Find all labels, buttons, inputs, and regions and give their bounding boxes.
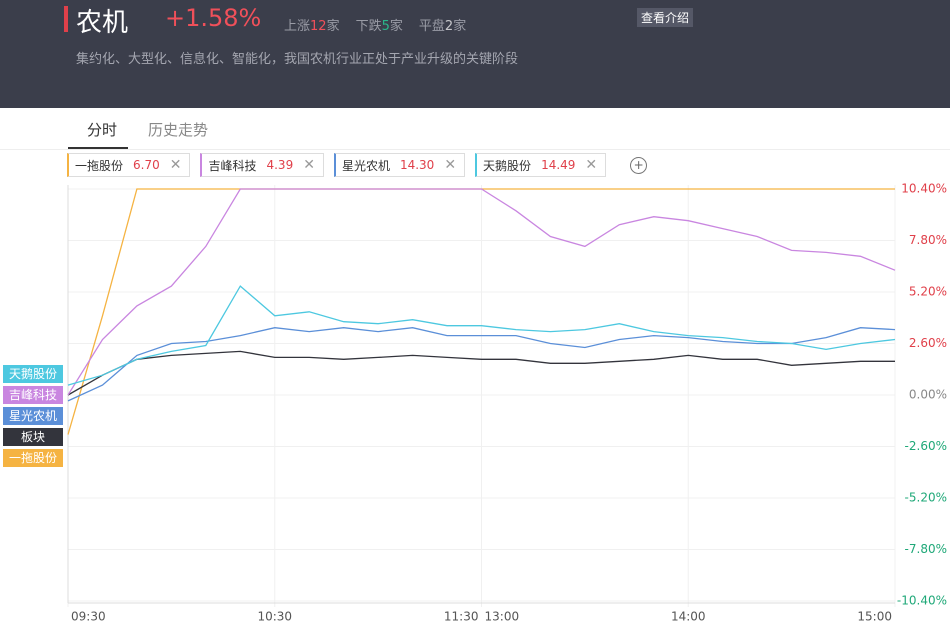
x-tick-label: 11:30 bbox=[444, 610, 479, 624]
stock-price: 6.70 bbox=[133, 158, 160, 172]
y-tick-label: 5.20% bbox=[909, 285, 947, 299]
x-tick-label: 14:00 bbox=[671, 610, 706, 624]
y-tick-label: -7.80% bbox=[905, 542, 947, 556]
add-button[interactable]: + bbox=[630, 156, 648, 174]
stock-chips: 一拖股份 6.70 ✕ 吉峰科技 4.39 ✕ 星光农机 14.30 ✕ 天鹅股份 14.49 ✕ + bbox=[67, 153, 648, 177]
stat-unit: 家 bbox=[453, 19, 467, 34]
stock-price: 4.39 bbox=[266, 158, 294, 172]
close-icon[interactable]: ✕ bbox=[444, 157, 457, 173]
title: 农机 bbox=[76, 8, 129, 38]
stock-price: 14.30 bbox=[399, 158, 435, 172]
stock-name: 星光农机 bbox=[341, 158, 390, 173]
series-line bbox=[67, 327, 896, 402]
y-tick-label: -5.20% bbox=[905, 491, 947, 505]
stat: 下跌5家 bbox=[356, 15, 403, 34]
stock-name: 天鹅股份 bbox=[483, 158, 532, 173]
stock-chip[interactable]: 星光农机 14.30 ✕ bbox=[333, 153, 466, 177]
close-icon[interactable]: ✕ bbox=[585, 157, 598, 173]
stock-price: 14.49 bbox=[541, 158, 576, 172]
stat-unit: 家 bbox=[326, 19, 340, 34]
stat: 上涨12家 bbox=[284, 15, 340, 34]
stat-label: 平盘 bbox=[418, 19, 445, 34]
stat-label: 下跌 bbox=[355, 19, 382, 34]
x-tick-label: 15:00 bbox=[857, 610, 892, 624]
legend-item: 吉峰科技 bbox=[3, 386, 63, 404]
stat-label: 上涨 bbox=[284, 19, 311, 34]
y-tick-label: -2.60% bbox=[905, 439, 947, 453]
series-line bbox=[67, 188, 896, 396]
legend-item: 天鹅股份 bbox=[3, 365, 63, 383]
tab-underline bbox=[68, 147, 128, 149]
stat-count: 5 bbox=[381, 19, 390, 34]
stock-chip[interactable]: 一拖股份 6.70 ✕ bbox=[67, 153, 191, 177]
series-line bbox=[67, 285, 896, 386]
close-icon[interactable]: ✕ bbox=[169, 157, 182, 173]
x-tick-label: 13:00 bbox=[485, 610, 520, 624]
stat-count: 2 bbox=[444, 19, 454, 34]
y-tick-label: -10.40% bbox=[897, 594, 947, 608]
y-tick-label: 7.80% bbox=[909, 233, 947, 247]
header: 农机 +1.58% 上涨12家 下跌5家 平盘2家 查看介绍 集约化、大型化、信息化… bbox=[0, 0, 950, 108]
legend-item: 一拖股份 bbox=[3, 449, 63, 467]
tab[interactable]: 历史走势 bbox=[148, 121, 209, 139]
stat-unit: 家 bbox=[389, 19, 403, 34]
stat: 平盘2家 bbox=[419, 15, 466, 34]
stat-count: 12 bbox=[310, 19, 327, 34]
separator bbox=[0, 149, 950, 150]
close-icon[interactable]: ✕ bbox=[303, 157, 315, 173]
stock-chip[interactable]: 吉峰科技 4.39 ✕ bbox=[200, 153, 324, 177]
series-line bbox=[67, 350, 895, 396]
stock-name: 吉峰科技 bbox=[208, 158, 257, 173]
tab[interactable]: 分时 bbox=[87, 121, 118, 139]
y-tick-label: 2.60% bbox=[909, 336, 947, 350]
stock-chip[interactable]: 天鹅股份 14.49 ✕ bbox=[475, 153, 607, 177]
accent-bar bbox=[64, 6, 68, 32]
intro-button[interactable]: 查看介绍 bbox=[637, 8, 694, 27]
legend-item: 星光农机 bbox=[3, 407, 63, 425]
x-tick-label: 09:30 bbox=[71, 610, 106, 624]
stock-name: 一拖股份 bbox=[75, 158, 124, 173]
change: +1.58% bbox=[165, 4, 262, 32]
legend-item: 板块 bbox=[3, 428, 63, 446]
stats: 上涨12家 下跌5家 平盘2家 bbox=[284, 15, 466, 34]
description: 集约化、大型化、信息化、智能化，我国农机行业正处于产业升级的关键阶段 bbox=[76, 52, 519, 67]
x-tick-label: 10:30 bbox=[257, 610, 292, 624]
y-tick-label: 0.00% bbox=[909, 388, 947, 402]
y-tick-label: 10.40% bbox=[901, 182, 947, 196]
